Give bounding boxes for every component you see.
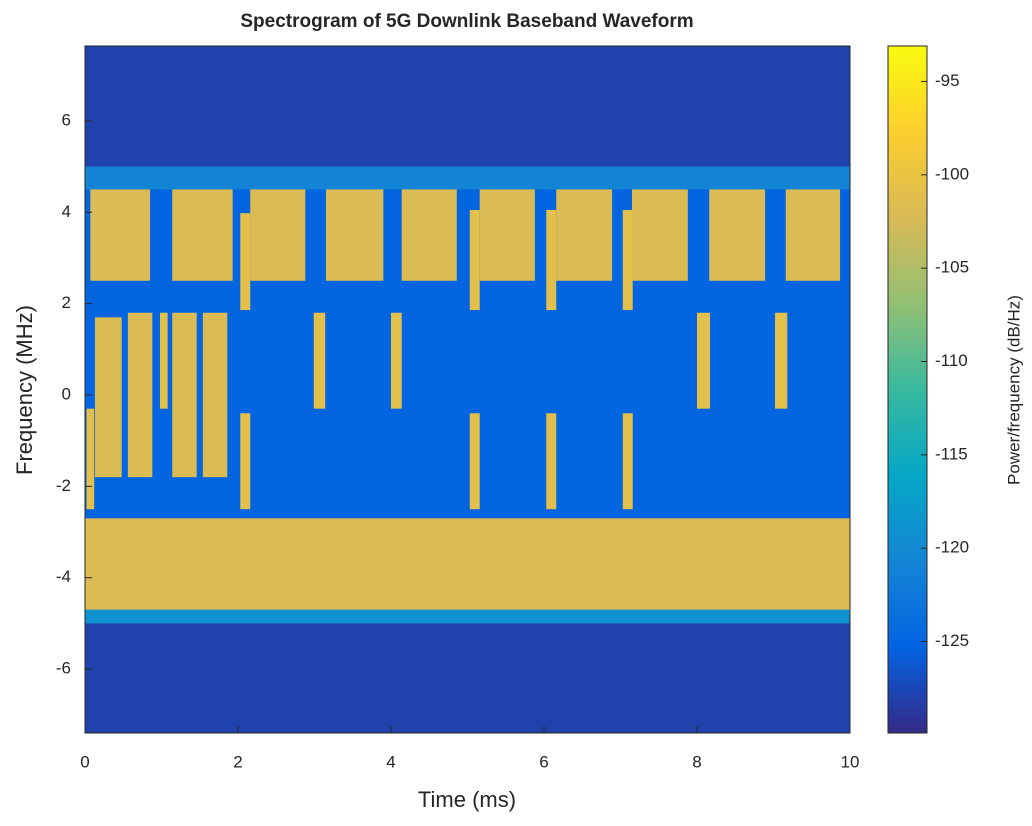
colorbar-label: Power/frequency (dB/Hz) (1004, 295, 1023, 485)
power-block (86, 408, 95, 510)
x-tick-label: 10 (841, 752, 860, 771)
x-axis-label: Time (ms) (418, 787, 516, 812)
y-tick-label: -6 (56, 659, 71, 678)
power-block (240, 213, 251, 311)
colorbar-tick-label: -100 (935, 164, 969, 183)
power-block (697, 312, 711, 409)
power-block (469, 413, 480, 510)
power-block (240, 413, 251, 510)
x-tick-label: 6 (539, 752, 548, 771)
power-block (325, 189, 384, 281)
power-block (85, 166, 850, 190)
power-block (401, 189, 457, 281)
power-block (90, 189, 151, 281)
power-block (250, 189, 306, 281)
power-block (159, 312, 168, 409)
power-block (469, 209, 480, 311)
power-block (85, 518, 850, 610)
colorbar-tick-label: -95 (935, 71, 960, 90)
power-block (94, 317, 122, 478)
power-block (202, 312, 228, 478)
power-block (556, 189, 613, 281)
y-tick-label: -2 (56, 476, 71, 495)
power-block (172, 312, 197, 478)
y-axis-label: Frequency (MHz) (12, 305, 37, 475)
power-block (172, 189, 233, 281)
colorbar-tick-label: -120 (935, 538, 969, 557)
y-tick-label: 2 (62, 293, 71, 312)
power-block (479, 189, 535, 281)
power-block (391, 312, 402, 409)
x-tick-label: 8 (692, 752, 701, 771)
x-tick-label: 0 (80, 752, 89, 771)
power-block (631, 189, 688, 281)
power-block (785, 189, 841, 281)
colorbar (887, 45, 928, 734)
colorbar-tick-label: -110 (935, 351, 968, 370)
x-tick-label: 2 (233, 752, 242, 771)
y-tick-label: -4 (56, 567, 71, 586)
chart-title: Spectrogram of 5G Downlink Baseband Wave… (240, 11, 693, 32)
y-tick-label: 4 (62, 202, 71, 221)
power-block (313, 312, 326, 409)
power-block (546, 413, 557, 510)
y-tick-label: 0 (62, 384, 71, 403)
colorbar-tick-label: -125 (935, 631, 969, 650)
power-block (85, 609, 850, 624)
power-block (775, 312, 788, 409)
colorbar-tick-label: -115 (935, 444, 968, 463)
power-block (709, 189, 766, 281)
plot-frame (84, 45, 851, 734)
power-block (546, 209, 557, 311)
power-block (622, 413, 633, 510)
y-tick-label: 6 (62, 110, 71, 129)
colorbar-tick-label: -105 (935, 258, 969, 277)
power-block (127, 312, 153, 478)
power-block (622, 209, 633, 311)
x-tick-label: 4 (386, 752, 395, 771)
